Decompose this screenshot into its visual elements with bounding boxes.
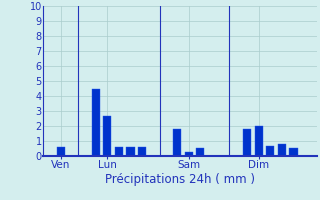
X-axis label: Précipitations 24h ( mm ): Précipitations 24h ( mm ) xyxy=(105,173,255,186)
Bar xyxy=(173,129,181,156)
Bar xyxy=(278,144,286,156)
Bar xyxy=(266,146,274,156)
Bar xyxy=(103,116,111,156)
Bar xyxy=(126,147,135,156)
Bar xyxy=(243,129,251,156)
Bar xyxy=(138,147,146,156)
Bar xyxy=(290,148,298,156)
Bar xyxy=(92,88,100,156)
Bar xyxy=(254,126,263,156)
Bar xyxy=(57,147,65,156)
Bar xyxy=(196,148,204,156)
Bar xyxy=(185,152,193,156)
Bar xyxy=(115,147,123,156)
